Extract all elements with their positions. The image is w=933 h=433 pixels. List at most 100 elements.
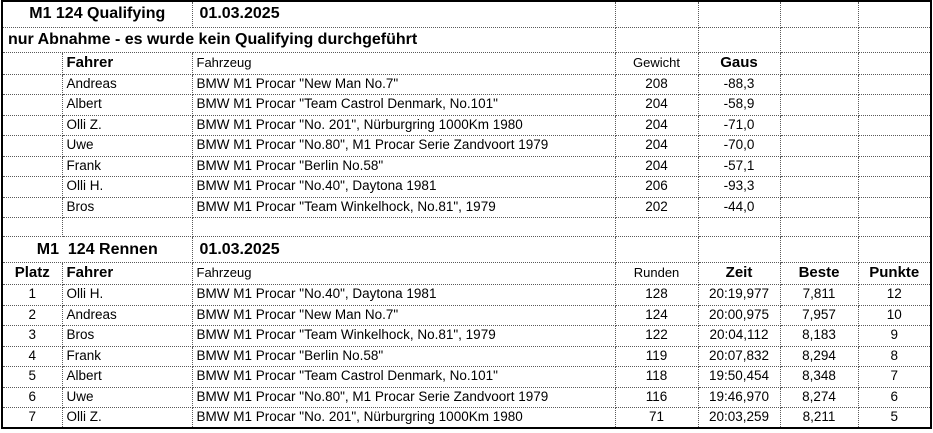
empty-cell	[779, 51, 859, 75]
empty-cell	[1, 196, 63, 218]
zeit-cell: 20:03,259	[697, 407, 781, 429]
punkte-cell: 7	[857, 366, 932, 388]
race-row: 4 Frank BMW M1 Procar "Berlin No.58" 119…	[1, 345, 932, 367]
runden-cell: 118	[614, 366, 699, 388]
qualifying-date: 01.03.2025	[191, 0, 616, 28]
fahrzeug-cell: BMW M1 Procar "No.40", Daytona 1981	[191, 284, 616, 306]
platz-cell: 1	[1, 284, 63, 306]
empty-cell	[779, 26, 859, 53]
fahrer-cell: Andreas	[61, 73, 193, 95]
empty-cell	[697, 0, 781, 28]
empty-cell	[779, 114, 859, 136]
platz-cell: 5	[1, 366, 63, 388]
gewicht-cell: 202	[614, 196, 699, 218]
empty-cell	[1, 217, 63, 237]
empty-cell	[61, 217, 193, 237]
runden-cell: 71	[614, 407, 699, 429]
runden-cell: 128	[614, 284, 699, 306]
race-header-beste: Beste	[779, 262, 859, 285]
fahrer-cell: Frank	[61, 155, 193, 177]
race-header-fahrzeug: Fahrzeug	[191, 262, 616, 285]
empty-cell	[697, 26, 781, 53]
qualifying-note-row: nur Abnahme - es wurde kein Qualifying d…	[1, 26, 932, 53]
fahrzeug-cell: BMW M1 Procar "Berlin No.58"	[191, 345, 616, 367]
spacer-row	[1, 217, 932, 237]
qualifying-header-gaus: Gaus	[697, 51, 781, 75]
gewicht-cell: 204	[614, 94, 699, 116]
empty-cell	[857, 26, 932, 53]
platz-cell: 4	[1, 345, 63, 367]
runden-cell: 122	[614, 325, 699, 347]
fahrer-cell: Andreas	[61, 304, 193, 326]
empty-cell	[191, 217, 616, 237]
gaus-cell: -58,9	[697, 94, 781, 116]
qualifying-row: Olli H. BMW M1 Procar "No.40", Daytona 1…	[1, 176, 932, 198]
fahrzeug-cell: BMW M1 Procar "Team Castrol Denmark, No.…	[191, 94, 616, 116]
punkte-cell: 9	[857, 325, 932, 347]
qualifying-note: nur Abnahme - es wurde kein Qualifying d…	[1, 26, 616, 53]
empty-cell	[857, 217, 932, 237]
race-row: 7 Olli Z. BMW M1 Procar "No. 201", Nürbu…	[1, 407, 932, 429]
beste-cell: 8,348	[779, 366, 859, 388]
gaus-cell: -88,3	[697, 73, 781, 95]
gaus-cell: -70,0	[697, 135, 781, 157]
empty-cell	[1, 94, 63, 116]
empty-cell	[779, 94, 859, 116]
empty-cell	[857, 114, 932, 136]
fahrzeug-cell: BMW M1 Procar "No.80", M1 Procar Serie Z…	[191, 386, 616, 408]
empty-cell	[1, 73, 63, 95]
fahrer-cell: Uwe	[61, 135, 193, 157]
fahrzeug-cell: BMW M1 Procar "Team Winkelhock, No.81", …	[191, 196, 616, 218]
empty-cell	[614, 236, 699, 263]
runden-cell: 124	[614, 304, 699, 326]
empty-cell	[697, 217, 781, 237]
platz-cell: 7	[1, 407, 63, 429]
beste-cell: 8,294	[779, 345, 859, 367]
fahrzeug-cell: BMW M1 Procar "Team Castrol Denmark, No.…	[191, 366, 616, 388]
empty-cell	[857, 196, 932, 218]
qualifying-header-row: Fahrer Fahrzeug Gewicht Gaus	[1, 51, 932, 75]
punkte-cell: 8	[857, 345, 932, 367]
race-row: 6 Uwe BMW M1 Procar "No.80", M1 Procar S…	[1, 386, 932, 408]
fahrzeug-cell: BMW M1 Procar "Team Winkelhock, No.81", …	[191, 325, 616, 347]
beste-cell: 8,183	[779, 325, 859, 347]
qualifying-title-row: M1 124 Qualifying 01.03.2025	[1, 0, 932, 28]
gaus-cell: -71,0	[697, 114, 781, 136]
race-row: 3 Bros BMW M1 Procar "Team Winkelhock, N…	[1, 325, 932, 347]
race-title-row: M1 124 Rennen 01.03.2025	[1, 236, 932, 263]
race-header-row: Platz Fahrer Fahrzeug Runden Zeit Beste …	[1, 262, 932, 285]
empty-cell	[614, 217, 699, 237]
qualifying-row: Bros BMW M1 Procar "Team Winkelhock, No.…	[1, 196, 932, 218]
race-header-runden: Runden	[614, 262, 699, 285]
fahrer-cell: Frank	[61, 345, 193, 367]
empty-cell	[779, 236, 859, 263]
fahrzeug-cell: BMW M1 Procar "New Man No.7"	[191, 304, 616, 326]
qualifying-header-fahrer: Fahrer	[61, 51, 193, 75]
empty-cell	[779, 155, 859, 177]
empty-cell	[614, 0, 699, 28]
fahrer-cell: Albert	[61, 366, 193, 388]
empty-cell	[779, 217, 859, 237]
empty-cell	[697, 236, 781, 263]
fahrzeug-cell: BMW M1 Procar "No. 201", Nürburgring 100…	[191, 407, 616, 429]
punkte-cell: 6	[857, 386, 932, 408]
qualifying-header-gewicht: Gewicht	[614, 51, 699, 75]
zeit-cell: 20:19,977	[697, 284, 781, 306]
race-date: 01.03.2025	[191, 236, 616, 263]
fahrer-cell: Olli H.	[61, 176, 193, 198]
empty-cell	[614, 26, 699, 53]
empty-cell	[857, 94, 932, 116]
empty-cell	[857, 51, 932, 75]
gewicht-cell: 204	[614, 135, 699, 157]
fahrzeug-cell: BMW M1 Procar "New Man No.7"	[191, 73, 616, 95]
race-header-punkte: Punkte	[857, 262, 932, 285]
platz-cell: 6	[1, 386, 63, 408]
empty-cell	[779, 135, 859, 157]
empty-cell	[779, 176, 859, 198]
empty-cell	[857, 155, 932, 177]
gewicht-cell: 204	[614, 155, 699, 177]
empty-cell	[857, 0, 932, 28]
zeit-cell: 20:07,832	[697, 345, 781, 367]
fahrzeug-cell: BMW M1 Procar "Berlin No.58"	[191, 155, 616, 177]
